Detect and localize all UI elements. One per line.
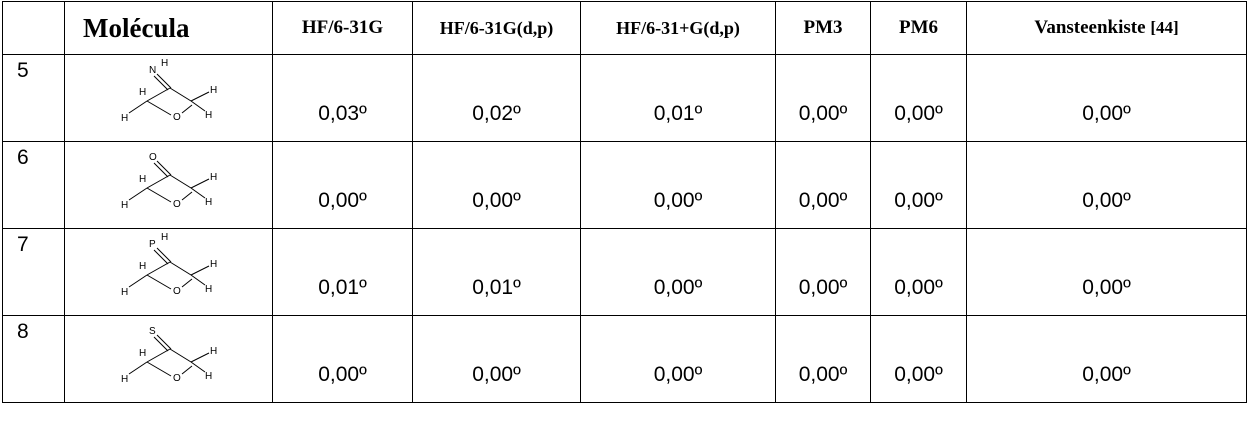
header-hf-631g: HF/6-31G bbox=[272, 1, 413, 55]
header-reference: [44] bbox=[1150, 18, 1179, 37]
hydrogen-label: H bbox=[121, 374, 128, 385]
value-vansteenkiste: 0,00º bbox=[966, 315, 1247, 403]
hydrogen-label: H bbox=[205, 197, 212, 208]
value-hf-631plusg-dp: 0,01º bbox=[580, 54, 776, 142]
table-row: 7 P H H H O H H 0,01º 0,01º bbox=[2, 228, 1247, 316]
exo-atom-label: P bbox=[149, 239, 156, 250]
value-hf-631g: 0,03º bbox=[272, 54, 413, 142]
hydrogen-label: H bbox=[210, 259, 217, 270]
hydrogen-label: H bbox=[210, 85, 217, 96]
value-vansteenkiste: 0,00º bbox=[966, 228, 1247, 316]
ring-oxygen-label: O bbox=[173, 373, 181, 384]
molecule-structure: P H H H O H H bbox=[64, 228, 273, 316]
header-pm6: PM6 bbox=[870, 1, 967, 55]
row-index: 7 bbox=[2, 228, 65, 316]
exo-atom-label: N bbox=[149, 65, 156, 76]
exo-hydrogen-label: H bbox=[161, 232, 168, 243]
ring-oxygen-label: O bbox=[173, 199, 181, 210]
hydrogen-label: H bbox=[205, 110, 212, 121]
hydrogen-label: H bbox=[205, 371, 212, 382]
hydrogen-label: H bbox=[210, 172, 217, 183]
value-hf-631plusg-dp: 0,00º bbox=[580, 315, 776, 403]
row-index: 8 bbox=[2, 315, 65, 403]
hydrogen-label: H bbox=[205, 284, 212, 295]
exo-atom-label: O bbox=[149, 152, 157, 163]
hydrogen-label: H bbox=[139, 87, 146, 98]
value-hf-631g: 0,00º bbox=[272, 141, 413, 229]
hydrogen-label: H bbox=[121, 200, 128, 211]
value-hf-631plusg-dp: 0,00º bbox=[580, 228, 776, 316]
row-index: 6 bbox=[2, 141, 65, 229]
exo-atom-label: S bbox=[149, 326, 156, 337]
header-vansteenkiste: Vansteenkiste [44] bbox=[966, 1, 1247, 55]
ring-oxygen-label: O bbox=[173, 286, 181, 297]
table-row: 6 O H H O H H 0,00º 0,00º bbox=[2, 141, 1247, 229]
hydrogen-label: H bbox=[121, 287, 128, 298]
header-molecule: Molécula bbox=[64, 1, 273, 55]
value-pm6: 0,00º bbox=[870, 54, 967, 142]
molecule-drawing: P H H H O H H bbox=[121, 232, 217, 298]
molecule-drawing: N H H H O H H bbox=[121, 58, 217, 124]
value-pm6: 0,00º bbox=[870, 315, 967, 403]
value-hf-631g: 0,00º bbox=[272, 315, 413, 403]
value-hf-631g-dp: 0,01º bbox=[412, 228, 581, 316]
hydrogen-label: H bbox=[139, 348, 146, 359]
value-pm3: 0,00º bbox=[775, 228, 871, 316]
header-pm3: PM3 bbox=[775, 1, 871, 55]
value-pm6: 0,00º bbox=[870, 228, 967, 316]
molecule-drawing: O H H O H H bbox=[121, 152, 217, 211]
molecule-structure: S H H O H H bbox=[64, 315, 273, 403]
value-vansteenkiste: 0,00º bbox=[966, 54, 1247, 142]
value-hf-631g-dp: 0,00º bbox=[412, 315, 581, 403]
molecule-structure: N H H H O H H bbox=[64, 54, 273, 142]
hydrogen-label: H bbox=[121, 113, 128, 124]
value-hf-631g: 0,01º bbox=[272, 228, 413, 316]
results-table: Molécula HF/6-31G HF/6-31G(d,p) HF/6-31+… bbox=[2, 1, 1247, 403]
hydrogen-label: H bbox=[139, 174, 146, 185]
value-hf-631g-dp: 0,00º bbox=[412, 141, 581, 229]
header-hf-631g-dp: HF/6-31G(d,p) bbox=[412, 1, 581, 55]
row-index: 5 bbox=[2, 54, 65, 142]
value-pm3: 0,00º bbox=[775, 54, 871, 142]
table-row: 5 N H H H O H H 0,03º 0,02º bbox=[2, 54, 1247, 142]
value-hf-631plusg-dp: 0,00º bbox=[580, 141, 776, 229]
molecule-drawing: S H H O H H bbox=[121, 326, 217, 385]
header-index bbox=[2, 1, 65, 55]
value-pm3: 0,00º bbox=[775, 141, 871, 229]
value-pm6: 0,00º bbox=[870, 141, 967, 229]
value-vansteenkiste: 0,00º bbox=[966, 141, 1247, 229]
header-vansteenkiste-label: Vansteenkiste bbox=[1034, 17, 1146, 38]
ring-oxygen-label: O bbox=[173, 112, 181, 123]
table-row: 8 S H H O H H 0,00º 0,00º bbox=[2, 315, 1247, 403]
value-hf-631g-dp: 0,02º bbox=[412, 54, 581, 142]
header-row: Molécula HF/6-31G HF/6-31G(d,p) HF/6-31+… bbox=[2, 1, 1247, 55]
hydrogen-label: H bbox=[210, 346, 217, 357]
value-pm3: 0,00º bbox=[775, 315, 871, 403]
exo-hydrogen-label: H bbox=[161, 58, 168, 69]
molecule-structure: O H H O H H bbox=[64, 141, 273, 229]
hydrogen-label: H bbox=[139, 261, 146, 272]
header-hf-631plusg-dp: HF/6-31+G(d,p) bbox=[580, 1, 776, 55]
